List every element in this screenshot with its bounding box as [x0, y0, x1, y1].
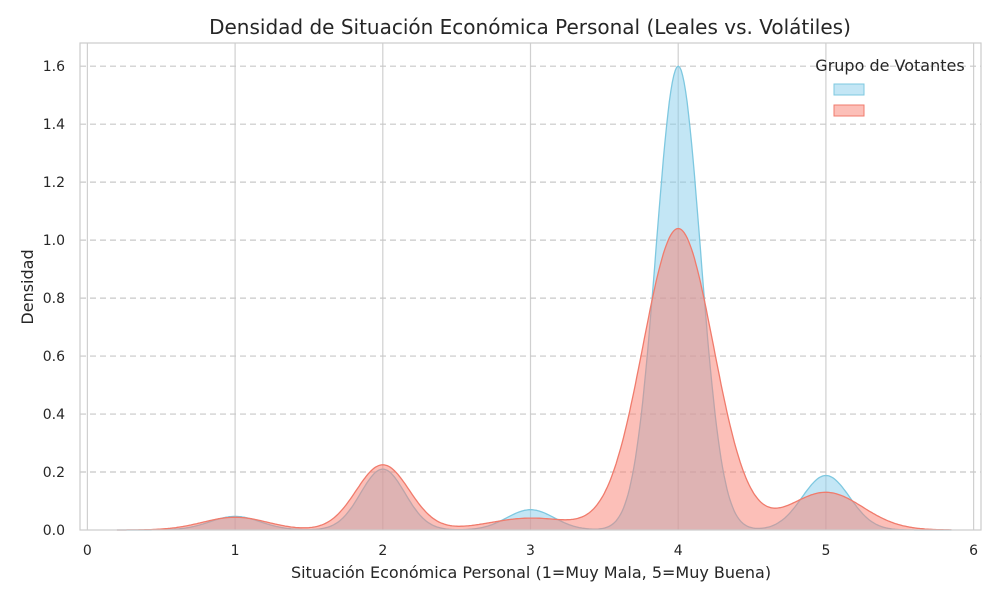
x-tick-label: 4 — [674, 543, 683, 559]
y-tick-label: 0.4 — [43, 407, 65, 423]
grid — [80, 43, 981, 530]
series-layer — [116, 65, 952, 531]
y-tick-label: 0.2 — [43, 465, 65, 481]
density-line-series-2 — [116, 227, 952, 531]
y-tick-label: 1.0 — [43, 233, 65, 249]
x-tick-label: 1 — [231, 543, 240, 559]
y-axis-label: Densidad — [18, 249, 37, 324]
legend-swatch-series-1 — [833, 83, 865, 96]
x-axis-label: Situación Económica Personal (1=Muy Mala… — [291, 563, 771, 582]
legend-swatch-series-2 — [833, 104, 865, 117]
legend-title: Grupo de Votantes — [815, 56, 964, 75]
x-tick-label: 3 — [526, 543, 535, 559]
x-tick-label: 2 — [378, 543, 387, 559]
y-tick-label: 0.8 — [43, 291, 65, 307]
y-tick-label: 0.0 — [43, 523, 65, 539]
x-tick-label: 0 — [83, 543, 92, 559]
y-tick-label: 1.2 — [43, 175, 65, 191]
y-tick-label: 1.6 — [43, 59, 65, 75]
tick-labels: 0 1 2 3 4 5 6 0.0 0.2 0.4 0.6 0.8 1.0 1.2 1.4 1.6 — [43, 59, 978, 559]
legend: Grupo de Votantes — [815, 56, 965, 117]
y-tick-label: 1.4 — [43, 117, 65, 133]
chart-title: Densidad de Situación Económica Personal… — [209, 15, 851, 39]
y-tick-label: 0.6 — [43, 349, 65, 365]
x-tick-label: 5 — [821, 543, 830, 559]
plot-frame — [79, 42, 982, 531]
x-tick-label: 6 — [969, 543, 978, 559]
